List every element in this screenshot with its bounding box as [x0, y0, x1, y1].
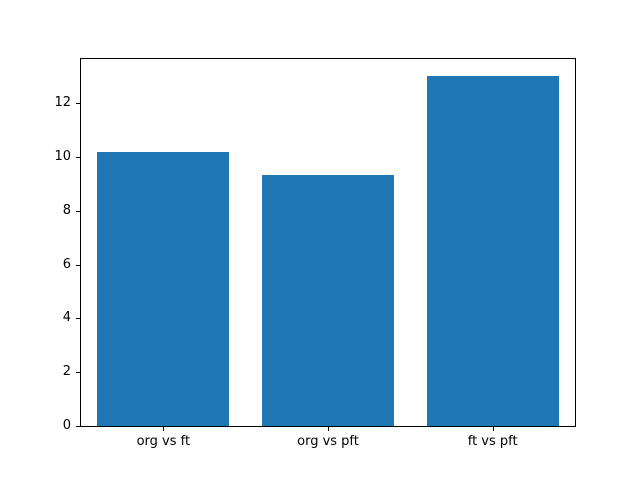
y-tick-label: 10 [54, 149, 71, 165]
x-tick-mark [492, 427, 494, 431]
y-tick-label: 4 [62, 310, 71, 326]
x-tick-label: org vs ft [136, 434, 191, 449]
bar-org-vs-ft [97, 151, 230, 426]
y-tick-mark [76, 426, 80, 427]
x-tick-label: ft vs pft [467, 434, 518, 449]
x-tick-mark [163, 427, 165, 431]
x-tick-mark [328, 427, 329, 431]
plot-area [80, 58, 576, 427]
y-tick-label: 8 [62, 202, 71, 218]
y-tick-mark [76, 157, 80, 159]
bar-org-vs-pft [262, 174, 394, 426]
y-tick-label: 12 [54, 95, 71, 111]
y-tick-label: 0 [62, 418, 71, 433]
y-tick-mark [76, 318, 80, 320]
y-tick-label: 6 [62, 256, 71, 272]
bar-ft-vs-pft [426, 76, 559, 426]
y-tick-mark [76, 103, 80, 105]
x-tick-label: org vs pft [297, 434, 359, 449]
y-tick-mark [76, 210, 80, 212]
y-tick-label: 2 [62, 364, 71, 380]
y-tick-mark [76, 372, 80, 374]
y-tick-mark [76, 264, 80, 266]
